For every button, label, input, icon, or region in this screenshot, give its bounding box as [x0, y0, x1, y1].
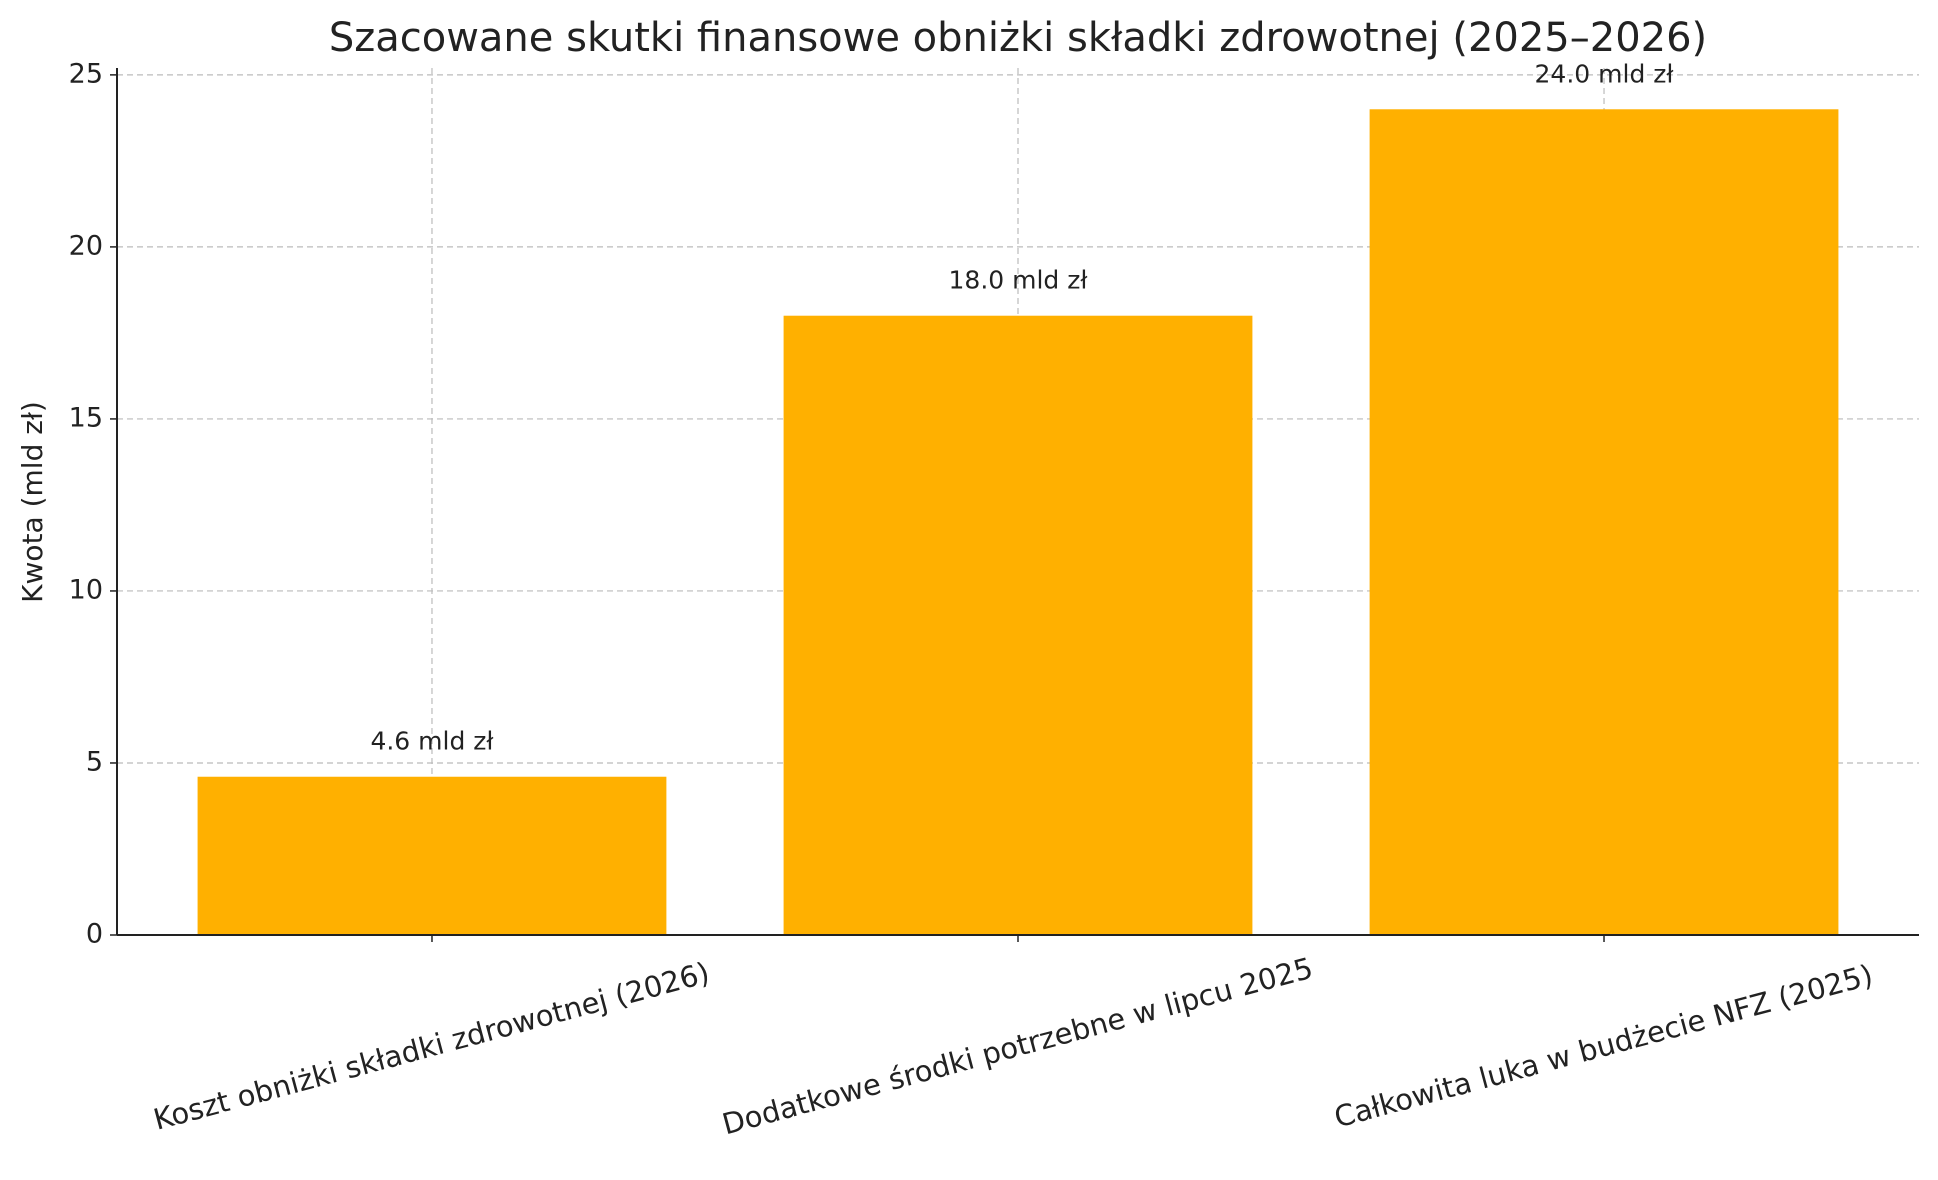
bar: [783, 315, 1253, 935]
chart-title: Szacowane skutki finansowe obniżki skład…: [329, 15, 1707, 61]
x-tick-label: Całkowita luka w budżecie NFZ (2025): [1331, 958, 1877, 1135]
y-axis-label: Kwota (mld zł): [16, 401, 49, 603]
value-label: 24.0 mld zł: [1535, 59, 1675, 88]
y-tick-label: 0: [86, 919, 103, 950]
y-tick-label: 15: [69, 402, 103, 433]
y-tick-label: 20: [69, 230, 103, 261]
y-tick-label: 5: [86, 746, 103, 777]
bar: [1369, 109, 1839, 936]
y-tick-label: 10: [69, 574, 103, 605]
bar: [197, 776, 667, 935]
x-tick-label: Koszt obniżki składki zdrowotnej (2026): [150, 955, 713, 1136]
x-tick-label: Dodatkowe środki potrzebne w lipcu 2025: [719, 951, 1317, 1142]
y-tick-label: 25: [69, 58, 103, 89]
value-label: 18.0 mld zł: [949, 266, 1089, 295]
value-label: 4.6 mld zł: [370, 727, 494, 756]
